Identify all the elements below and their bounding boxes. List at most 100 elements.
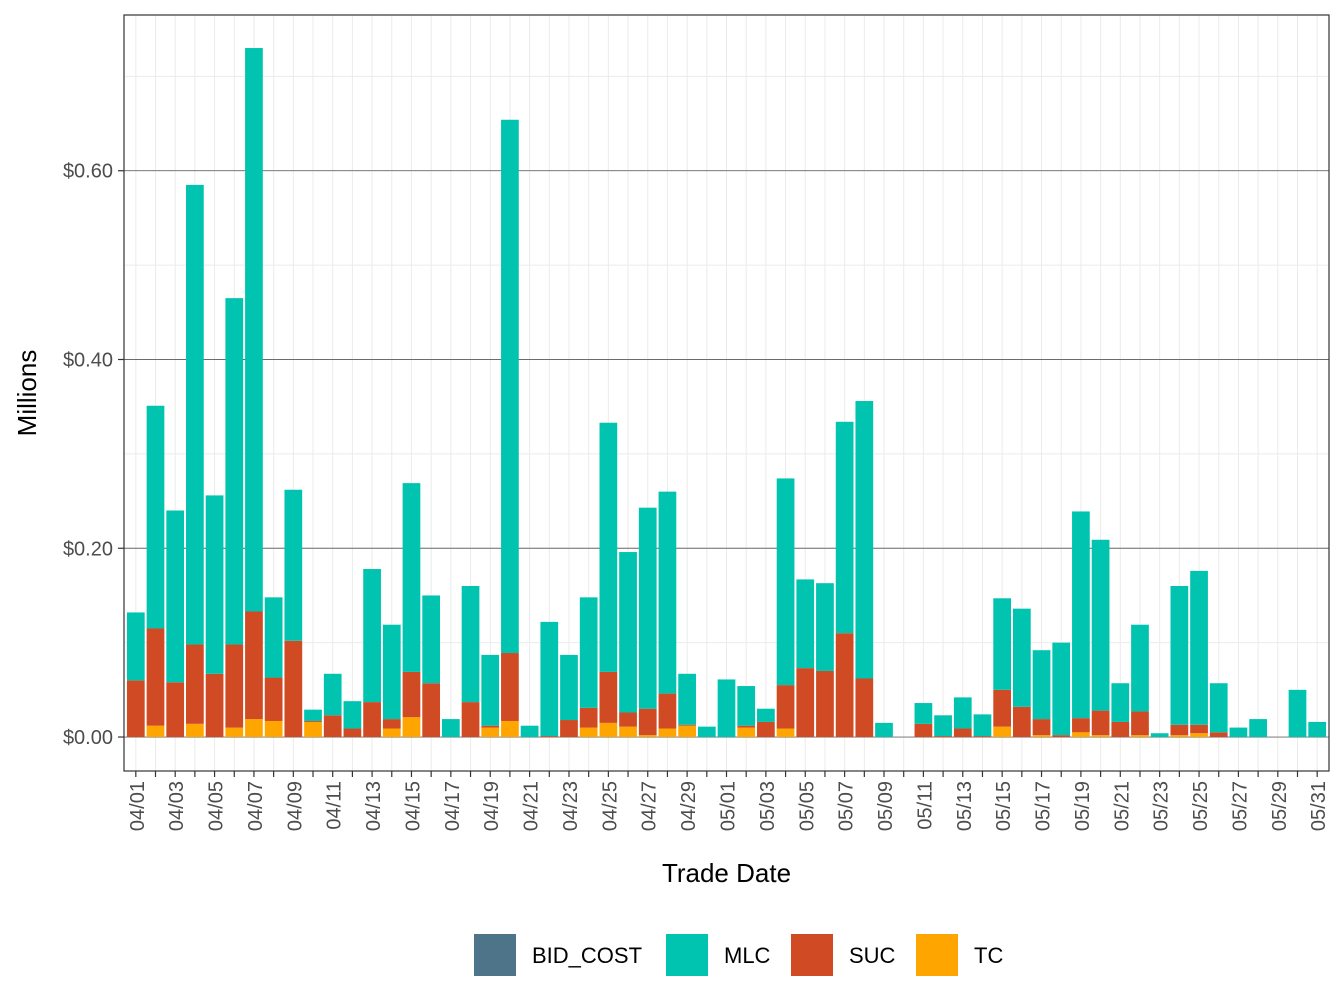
bar-suc-04-10 xyxy=(304,720,322,722)
y-tick-label: $0.00 xyxy=(63,727,113,749)
x-tick-label: 04/23 xyxy=(560,781,582,831)
x-tick-label: 05/23 xyxy=(1151,781,1173,831)
bar-mlc-04-25 xyxy=(599,422,618,672)
x-tick-label: 05/09 xyxy=(875,781,897,831)
x-tick-label: 05/15 xyxy=(993,781,1015,831)
bar-mlc-05-20 xyxy=(1091,539,1110,711)
bar-suc-04-06 xyxy=(225,644,244,728)
bar-suc-04-14 xyxy=(382,719,401,729)
bar-mlc-05-11 xyxy=(914,703,933,724)
bar-tc-05-22 xyxy=(1131,735,1149,738)
bar-mlc-05-22 xyxy=(1131,624,1149,712)
bar-suc-05-04 xyxy=(776,685,795,729)
bar-tc-04-02 xyxy=(146,725,165,738)
bar-tc-05-20 xyxy=(1091,735,1110,738)
bar-suc-04-16 xyxy=(422,683,441,738)
x-tick-label: 05/29 xyxy=(1269,781,1291,831)
bar-mlc-04-14 xyxy=(382,624,401,720)
bar-suc-05-06 xyxy=(816,670,834,738)
bar-suc-05-14 xyxy=(973,736,992,738)
x-tick-label: 04/29 xyxy=(678,781,700,831)
bar-tc-04-10 xyxy=(304,721,322,738)
bar-tc-04-19 xyxy=(481,727,500,738)
bar-suc-04-03 xyxy=(166,682,185,738)
bar-mlc-05-27 xyxy=(1229,727,1248,738)
bar-suc-05-05 xyxy=(796,668,815,738)
bar-tc-05-19 xyxy=(1072,732,1090,738)
bar-mlc-04-21 xyxy=(520,725,539,738)
x-tick-label: 04/05 xyxy=(206,781,228,831)
bar-suc-05-17 xyxy=(1032,719,1051,736)
bar-mlc-05-16 xyxy=(1012,608,1031,707)
bar-mlc-05-05 xyxy=(796,579,815,669)
x-tick-label: 05/31 xyxy=(1308,781,1330,831)
bar-tc-05-02 xyxy=(737,727,756,738)
legend-label-tc: TC xyxy=(974,943,1003,968)
bar-mlc-05-21 xyxy=(1111,683,1130,722)
x-tick-label: 04/13 xyxy=(363,781,385,831)
bar-tc-04-26 xyxy=(619,726,637,738)
bar-suc-04-20 xyxy=(501,653,519,721)
bar-suc-04-26 xyxy=(619,712,637,727)
bar-mlc-04-15 xyxy=(402,483,421,672)
bar-mlc-04-04 xyxy=(186,184,204,645)
bar-suc-04-12 xyxy=(343,728,362,738)
bar-suc-04-09 xyxy=(284,640,303,738)
bar-mlc-05-12 xyxy=(934,715,952,737)
bar-mlc-04-03 xyxy=(166,510,185,683)
bar-suc-04-24 xyxy=(579,707,598,728)
x-tick-label: 04/11 xyxy=(324,781,346,830)
legend-label-mlc: MLC xyxy=(724,943,771,968)
bar-mlc-04-24 xyxy=(579,597,598,708)
bar-mlc-04-10 xyxy=(304,709,322,721)
bar-mlc-04-27 xyxy=(638,507,657,709)
x-tick-label: 04/19 xyxy=(481,781,503,831)
bar-mlc-05-01 xyxy=(717,679,736,738)
bar-suc-05-24 xyxy=(1170,724,1189,736)
legend-key-bid-cost xyxy=(474,934,516,976)
bar-tc-04-06 xyxy=(225,727,244,738)
bar-mlc-05-28 xyxy=(1249,719,1267,738)
x-tick-label: 05/03 xyxy=(757,781,779,831)
bar-suc-04-05 xyxy=(205,673,224,738)
bar-tc-04-28 xyxy=(658,728,677,738)
bar-suc-05-03 xyxy=(757,721,775,738)
bar-tc-04-27 xyxy=(638,735,657,738)
bar-mlc-05-19 xyxy=(1072,511,1090,719)
bar-suc-04-28 xyxy=(658,693,677,729)
bar-mlc-04-17 xyxy=(441,719,460,738)
axes-layer: $0.00 $0.20 $0.40 $0.60 04/01 04/03 04/05 04/07… xyxy=(63,161,1330,831)
bar-mlc-05-30 xyxy=(1288,689,1307,738)
bar-suc-04-18 xyxy=(461,702,480,738)
bar-mlc-04-28 xyxy=(658,491,677,694)
x-tick-label: 05/21 xyxy=(1111,781,1133,831)
bar-mlc-04-07 xyxy=(245,48,263,612)
bar-suc-04-13 xyxy=(363,702,381,738)
x-tick-label: 05/01 xyxy=(718,781,740,831)
x-tick-label: 05/13 xyxy=(954,781,976,831)
bar-suc-05-08 xyxy=(855,678,874,738)
bar-mlc-05-07 xyxy=(835,421,854,634)
bar-suc-04-02 xyxy=(146,628,165,726)
bar-tc-04-14 xyxy=(382,728,401,738)
bar-tc-04-25 xyxy=(599,722,618,738)
bar-suc-04-04 xyxy=(186,644,204,724)
bar-mlc-05-25 xyxy=(1190,570,1208,725)
bar-tc-04-20 xyxy=(501,720,519,738)
bar-tc-04-07 xyxy=(245,719,263,738)
bar-suc-05-11 xyxy=(914,723,933,738)
bar-suc-04-07 xyxy=(245,611,263,720)
bar-suc-04-25 xyxy=(599,671,618,723)
bar-suc-04-23 xyxy=(560,720,578,738)
y-tick-label: $0.20 xyxy=(63,538,113,560)
bar-mlc-04-01 xyxy=(126,612,145,681)
bar-suc-05-02 xyxy=(737,725,756,728)
bar-tc-04-04 xyxy=(186,723,204,738)
bar-suc-04-08 xyxy=(264,677,283,721)
x-tick-label: 04/01 xyxy=(127,781,149,831)
legend-key-suc xyxy=(791,934,833,976)
bar-mlc-04-23 xyxy=(560,654,578,721)
bar-suc-05-15 xyxy=(993,689,1012,727)
bar-tc-04-24 xyxy=(579,727,598,738)
